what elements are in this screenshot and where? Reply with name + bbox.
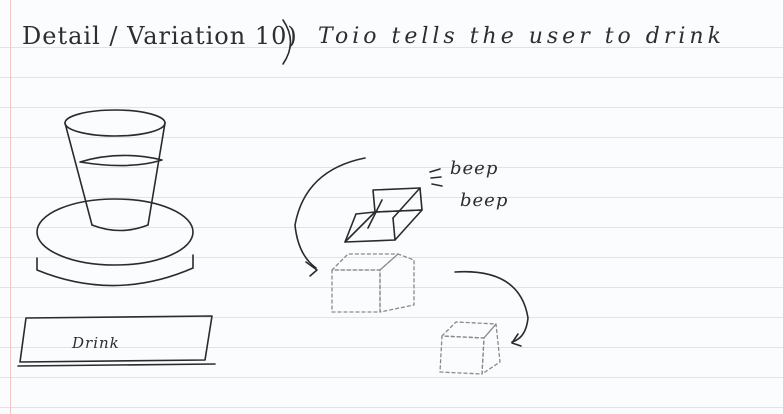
toio-ghost-position-2 bbox=[439, 321, 501, 375]
drink-button-label: Drink bbox=[72, 334, 120, 352]
margin-line bbox=[10, 0, 11, 414]
movement-arrow-2-icon bbox=[454, 270, 529, 347]
toio-ghost-position bbox=[331, 253, 415, 313]
movement-arrow-icon bbox=[294, 157, 366, 277]
cup-icon bbox=[64, 109, 166, 232]
drink-button-shape bbox=[17, 315, 216, 367]
toio-robot-icon bbox=[344, 187, 423, 243]
sketch-title: Detail / Variation 10) bbox=[22, 22, 298, 50]
title-paren-stroke bbox=[282, 19, 292, 65]
coaster-base-icon bbox=[36, 198, 194, 287]
sketch-description: Toio tells the user to drink bbox=[318, 24, 725, 49]
sound-wave-icon bbox=[429, 168, 443, 187]
beep-text-2: beep bbox=[460, 190, 509, 211]
beep-text-1: beep bbox=[450, 158, 499, 179]
